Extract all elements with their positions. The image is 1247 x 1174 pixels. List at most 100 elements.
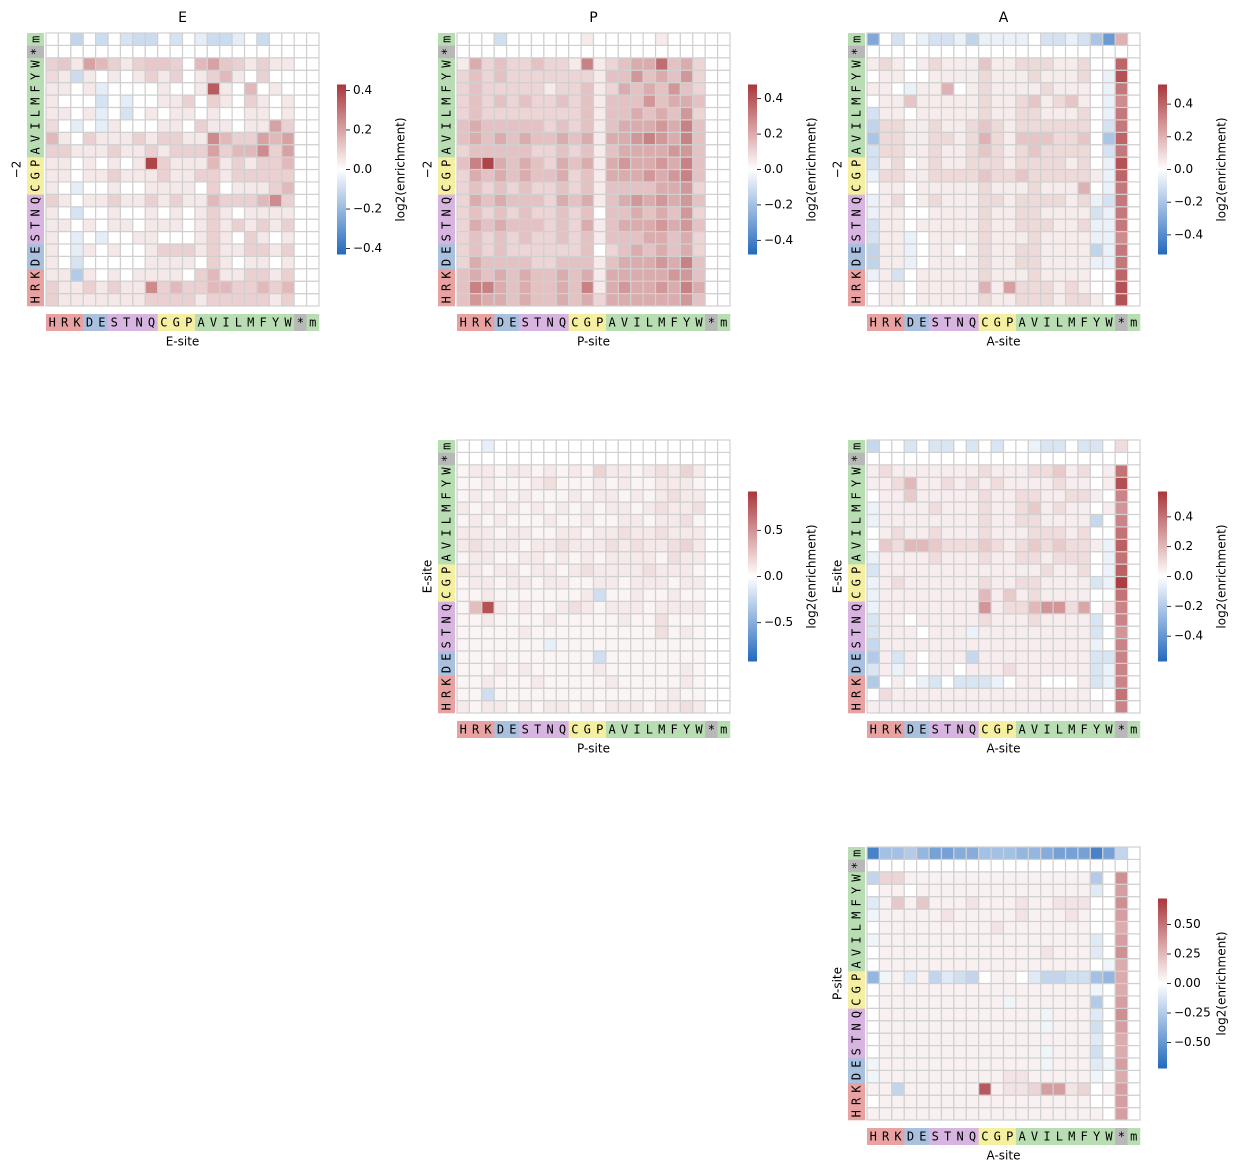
heatmap-cell [667, 489, 681, 503]
heatmap-cell [903, 958, 918, 972]
heatmap-cell [1114, 82, 1129, 96]
heatmap-cell [953, 958, 967, 972]
heatmap-cell [1126, 883, 1141, 898]
heatmap-cell [1077, 995, 1091, 1009]
heatmap-cell [468, 501, 483, 516]
heatmap-cell [630, 501, 644, 516]
heatmap-cell [891, 268, 905, 282]
heatmap-cell [692, 451, 706, 466]
heatmap-cell [1126, 206, 1141, 220]
x-tick-label: m [1130, 723, 1137, 737]
heatmap-cell [592, 637, 607, 652]
heatmap-cell [1114, 106, 1129, 121]
heatmap-cell [1126, 563, 1141, 578]
x-tick-label: C [981, 723, 988, 737]
heatmap-cell [1077, 57, 1091, 71]
heatmap-cell [45, 156, 60, 171]
heatmap-cell [219, 44, 233, 59]
heatmap-cell [592, 106, 607, 121]
y-tick-label: M [850, 98, 864, 105]
heatmap-cell [716, 156, 731, 171]
heatmap-cell [891, 168, 905, 183]
heatmap-cell [704, 119, 719, 133]
heatmap-cell [953, 933, 967, 947]
heatmap-cell [1027, 501, 1042, 516]
heatmap-cell [1126, 255, 1141, 270]
heatmap-cell [617, 526, 632, 540]
heatmap-cell [617, 699, 632, 714]
heatmap-cell [493, 575, 508, 590]
heatmap-cell [891, 687, 905, 702]
heatmap-cell [940, 970, 955, 985]
heatmap-cell [1126, 982, 1141, 997]
heatmap-cell [716, 32, 731, 47]
heatmap-cell [231, 69, 246, 84]
heatmap-cell [580, 243, 595, 257]
heatmap-cell [132, 57, 146, 71]
x-category-box [705, 721, 718, 738]
heatmap-cell [916, 156, 930, 171]
x-tick-label: R [61, 316, 69, 330]
heatmap-cell [1102, 82, 1116, 96]
heatmap-cell [592, 501, 607, 516]
heatmap-cell [605, 94, 619, 109]
panel-title: A [999, 10, 1009, 26]
heatmap-cell [119, 218, 134, 233]
heatmap-cell [617, 464, 632, 478]
heatmap-cell [1114, 1057, 1129, 1071]
heatmap-cell [630, 69, 644, 84]
y-tick-label: D [440, 666, 454, 673]
heatmap-cell [107, 69, 122, 84]
heatmap-cell [630, 451, 644, 466]
heatmap-cell [268, 218, 283, 233]
heatmap-cell [1052, 600, 1067, 615]
heatmap-cell [1015, 218, 1029, 233]
y-tick-label: K [850, 1085, 864, 1093]
heatmap-cell [1077, 206, 1091, 220]
heatmap-cell [493, 82, 508, 96]
heatmap-cell [1002, 920, 1017, 935]
heatmap-cell [891, 131, 905, 146]
y-tick-label: Y [440, 72, 454, 80]
y-category-box [438, 626, 455, 639]
heatmap-cell [481, 501, 495, 516]
y-category-box [27, 70, 44, 83]
heatmap-cell [704, 526, 719, 540]
x-tick-label: A [1018, 723, 1026, 737]
heatmap-cell [891, 908, 905, 923]
x-category-box [494, 314, 507, 331]
heatmap-cell [219, 218, 233, 233]
heatmap-cell [568, 451, 582, 466]
y-category-box [848, 551, 865, 565]
heatmap-cell [642, 168, 657, 183]
heatmap-cell [132, 181, 146, 195]
colorbar-label: log2(enrichment) [1215, 524, 1229, 628]
heatmap-cell [716, 69, 731, 84]
heatmap-cell [1052, 687, 1067, 702]
x-tick-label: Y [683, 316, 691, 330]
heatmap-cell [580, 280, 595, 295]
heatmap-cell [1027, 464, 1042, 478]
colorbar-tick-label: −0.2 [353, 202, 382, 216]
heatmap-cell [1089, 268, 1104, 282]
heatmap-cell [1040, 588, 1054, 602]
heatmap-cell [928, 44, 943, 59]
heatmap-cell [95, 144, 109, 158]
heatmap-cell [891, 193, 905, 208]
heatmap-cell [716, 551, 731, 565]
heatmap-cell [518, 268, 533, 282]
heatmap-cell [1089, 858, 1104, 873]
heatmap-cell [953, 144, 967, 158]
heatmap-cell [468, 489, 483, 503]
y-category-box [438, 539, 455, 552]
heatmap-cell [293, 156, 308, 171]
heatmap-cell [1114, 687, 1129, 702]
heatmap-cell [1077, 982, 1091, 997]
heatmap-cell [568, 687, 582, 702]
heatmap-cell [580, 193, 595, 208]
heatmap-cell [157, 292, 171, 307]
heatmap-cell [679, 218, 694, 233]
heatmap-cell [481, 650, 495, 664]
heatmap-cell [1064, 206, 1079, 220]
heatmap-cell [293, 69, 308, 84]
